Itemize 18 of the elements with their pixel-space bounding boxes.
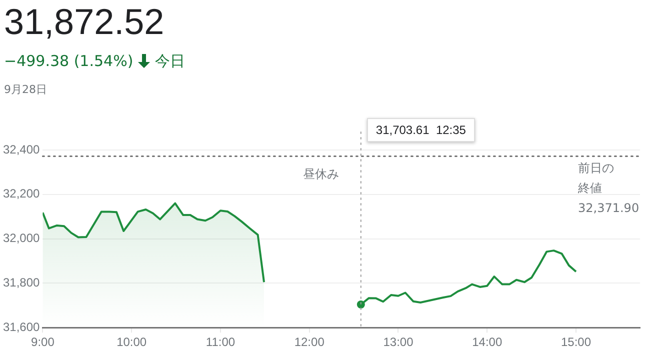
x-tick-label: 15:00 xyxy=(560,335,592,350)
x-tick-label: 9:00 xyxy=(31,335,55,350)
text: 9月28日 xyxy=(4,82,47,97)
y-tick-label: 31,800 xyxy=(3,276,40,290)
x-tick-label: 14:00 xyxy=(472,335,502,350)
chart-title: 31,872.52 xyxy=(4,0,164,44)
y-tick-label: 31,600 xyxy=(3,320,40,334)
annotation: 昼休み xyxy=(302,166,339,183)
x-tick-label: 13:00 xyxy=(383,335,414,350)
x-tick-label: 10:00 xyxy=(116,335,147,350)
text: 31,703.61 12:35 xyxy=(366,118,475,142)
text: −499.38 (1.54%) 今日 xyxy=(4,52,185,70)
x-tick-label: 11:00 xyxy=(206,335,236,350)
y-tick-label: 32,000 xyxy=(3,231,40,246)
ref-line-label: 前日の終値 32,371.90 xyxy=(578,160,640,218)
y-tick-label: 32,400 xyxy=(3,142,40,156)
y-tick-label: 32,200 xyxy=(3,186,40,201)
x-tick-label: 12:00 xyxy=(294,335,325,350)
